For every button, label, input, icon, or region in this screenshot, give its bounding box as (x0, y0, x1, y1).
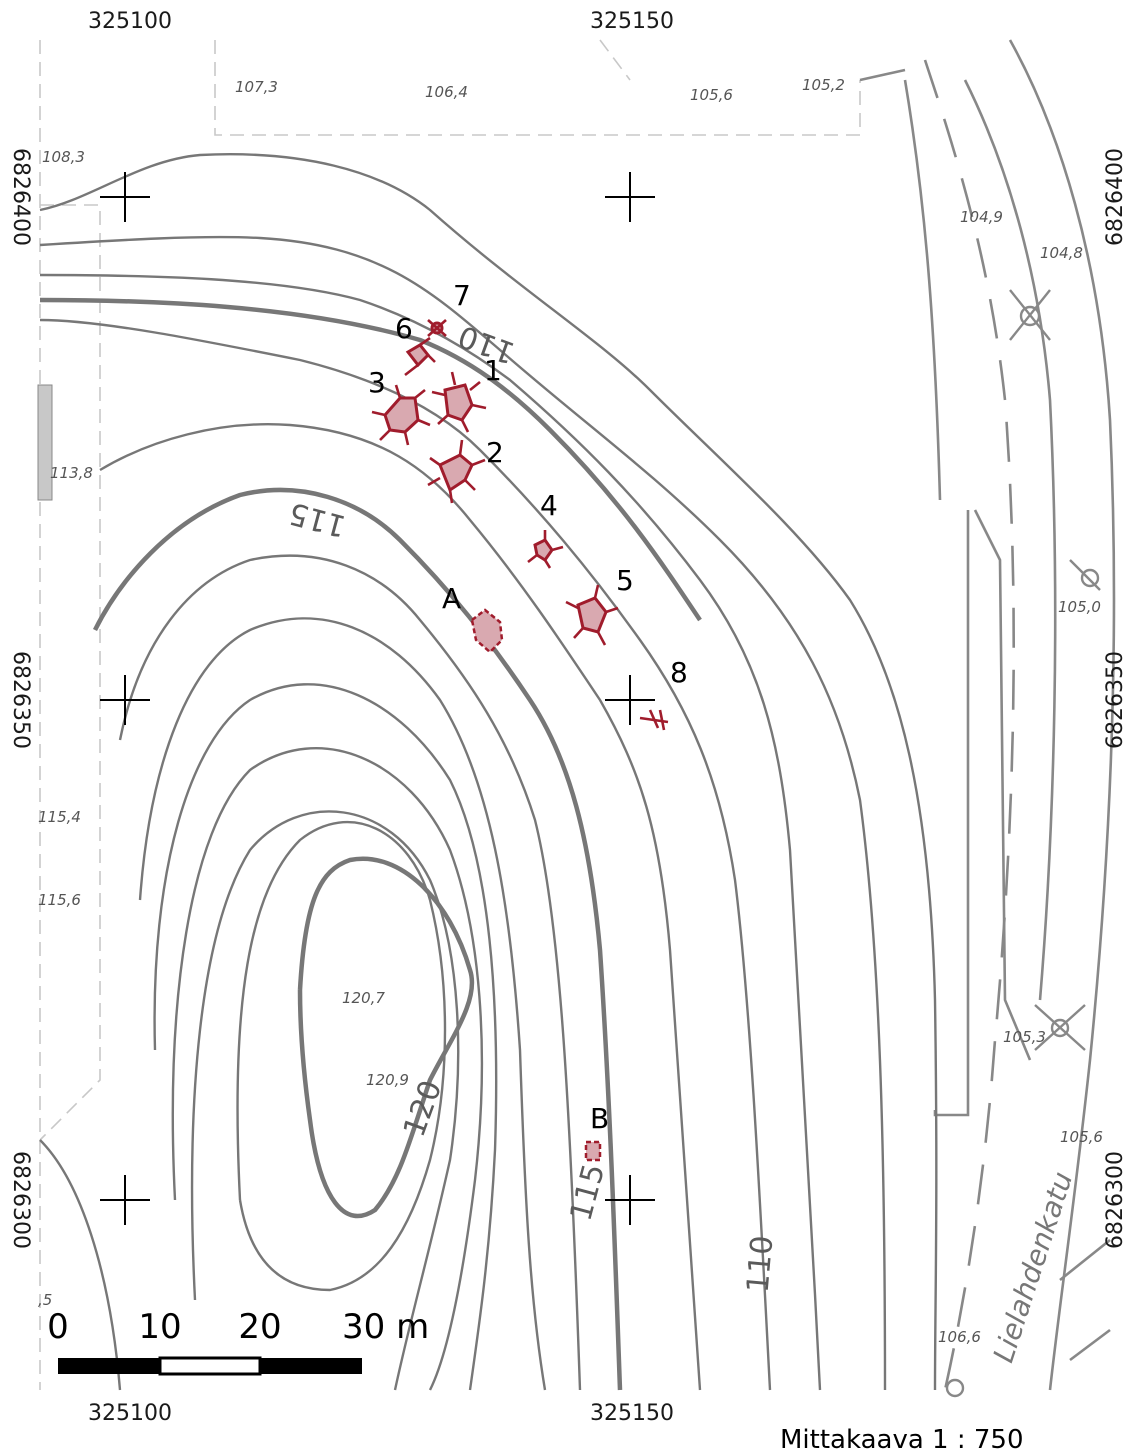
spot-height: 107,3 (235, 78, 278, 96)
spot-height: 104,8 (1040, 244, 1083, 262)
grid-cross (605, 172, 655, 222)
grid-cross (100, 172, 150, 222)
feature-a[interactable] (470, 608, 504, 654)
spot-height: 105,2 (802, 76, 845, 94)
easting-top-2: 325150 (590, 9, 674, 34)
northing-right-2: 6826350 (1103, 651, 1128, 749)
easting-bottom-2: 325150 (590, 1401, 674, 1426)
northing-right-3: 6826300 (1103, 1151, 1128, 1249)
site-label-1: 1 (484, 354, 502, 387)
site-label-4: 4 (540, 489, 558, 522)
site-label-8: 8 (670, 656, 688, 689)
scale-text: Mittakaava 1 : 750 (780, 1425, 1023, 1454)
grid-cross (605, 1175, 655, 1225)
spot-height: 120,7 (342, 989, 385, 1007)
road-lines (859, 39, 1116, 1391)
site-label-5: 5 (616, 564, 634, 597)
northing-left-2: 6826350 (8, 651, 33, 749)
site-label-3: 3 (368, 366, 386, 399)
feature-2[interactable] (427, 439, 486, 504)
feature-b[interactable] (584, 1140, 602, 1162)
feature-6[interactable] (404, 336, 436, 377)
site-label-b: B (590, 1102, 609, 1135)
feature-5[interactable] (565, 584, 619, 646)
northing-right-1: 6826400 (1103, 148, 1128, 246)
spot-height: 115,4 (38, 808, 81, 826)
feature-1[interactable] (431, 371, 487, 433)
spot-height: ,5 (38, 1291, 52, 1309)
northing-left-1: 6826400 (8, 148, 33, 246)
scale-bar-segment (58, 1358, 160, 1374)
site-label-2: 2 (486, 436, 504, 469)
grid-cross (605, 675, 655, 725)
site-label-7: 7 (453, 279, 471, 312)
feature-4[interactable] (527, 530, 564, 569)
spot-height: 106,6 (938, 1328, 981, 1346)
lamp-post-icon (1034, 1004, 1086, 1051)
spot-height: 113,8 (50, 464, 93, 482)
contour-label: 110 (741, 1234, 781, 1294)
site-label-a: A (442, 582, 461, 615)
feature-7[interactable] (427, 319, 447, 337)
feature-8[interactable] (639, 709, 669, 731)
spot-height: 105,6 (1060, 1128, 1103, 1146)
lamp-post-icon (1069, 559, 1101, 591)
spot-height: 108,3 (42, 148, 85, 166)
northing-left-3: 6826300 (8, 1151, 33, 1249)
scale-bar-label: 20 (238, 1307, 281, 1347)
spot-height: 105,3 (1003, 1028, 1046, 1046)
site-label-6: 6 (395, 312, 413, 345)
spot-height: 104,9 (960, 208, 1003, 226)
spot-height: 105,6 (690, 86, 733, 104)
spot-height: 120,9 (366, 1071, 409, 1089)
grid-cross (100, 1175, 150, 1225)
easting-bottom-1: 325100 (88, 1401, 172, 1426)
lamp-post-icon (945, 1378, 965, 1398)
feature-3[interactable] (371, 384, 431, 446)
scale-bar-label: 0 (47, 1307, 69, 1347)
scale-bar-label: 30 m (342, 1307, 429, 1347)
grid-cross (100, 675, 150, 725)
scale-bar: 0 10 20 30 m (47, 1307, 429, 1376)
grid-crosses (100, 172, 655, 1225)
lamp-post-icon (1009, 289, 1051, 341)
post-symbols (945, 289, 1101, 1398)
spot-height: 115,6 (38, 891, 81, 909)
scale-bar-segment (158, 1356, 262, 1376)
spot-height: 105,0 (1058, 598, 1101, 616)
scale-bar-segment (260, 1358, 362, 1374)
contour-lines (39, 153, 938, 1391)
spot-height: 106,4 (425, 83, 468, 101)
scale-bar-label: 10 (138, 1307, 181, 1347)
parcel-outlines (37, 39, 861, 1390)
easting-top-1: 325100 (88, 9, 172, 34)
